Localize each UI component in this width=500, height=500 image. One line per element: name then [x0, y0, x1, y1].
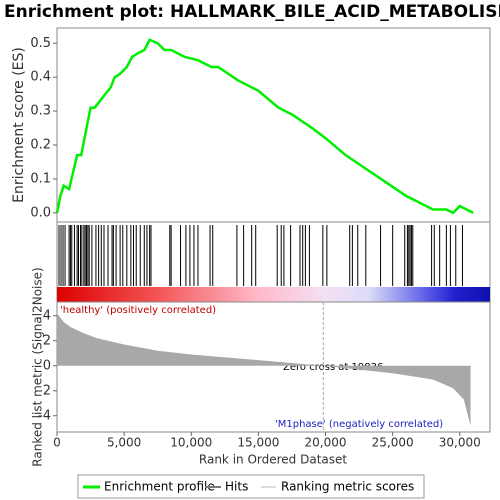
y-tick-label: 0.3: [30, 104, 51, 119]
x-tick-label: 20,000: [305, 436, 347, 450]
annotation: 'healthy' (positively correlated): [60, 305, 216, 316]
y-axis-label: Enrichment score (ES): [11, 47, 27, 203]
frame: [56, 27, 491, 433]
y-tick-label: -4: [38, 408, 51, 423]
legend-label: Hits: [225, 480, 248, 494]
y-tick-label: 4: [43, 308, 51, 323]
color-bar: [57, 287, 490, 302]
legend-label: Enrichment profile: [104, 480, 215, 494]
x-tick-label: 15,000: [237, 436, 279, 450]
chart-title: Enrichment plot: HALLMARK_BILE_ACID_META…: [4, 2, 500, 22]
y-tick-label: 0.1: [30, 171, 51, 186]
x-tick-label: 30,000: [439, 436, 481, 450]
y-tick-label: 0.5: [30, 36, 51, 51]
y-tick-label: 0: [43, 358, 51, 373]
y-axis-label: Ranked list metric (Signal2Noise): [31, 267, 45, 466]
y-tick-label: -2: [38, 383, 51, 398]
annotation: Zero cross at 19836: [283, 362, 383, 373]
x-tick-label: 5,000: [107, 436, 141, 450]
y-tick-label: 0.4: [30, 70, 51, 85]
x-tick-label: 10,000: [170, 436, 212, 450]
es-line: [55, 38, 474, 215]
legend: [77, 474, 425, 499]
y-tick-label: 2: [43, 333, 51, 348]
x-tick-label: 25,000: [372, 436, 414, 450]
y-tick-label: 0.2: [30, 138, 51, 153]
legend-label: Ranking metric scores: [281, 480, 414, 494]
x-tick-label: 0: [53, 436, 61, 450]
x-axis-label: Rank in Ordered Dataset: [199, 453, 347, 467]
annotation: 'M1phase' (negatively correlated): [275, 419, 443, 430]
metric-area: [57, 313, 471, 426]
y-tick-label: 0.0: [30, 205, 51, 220]
